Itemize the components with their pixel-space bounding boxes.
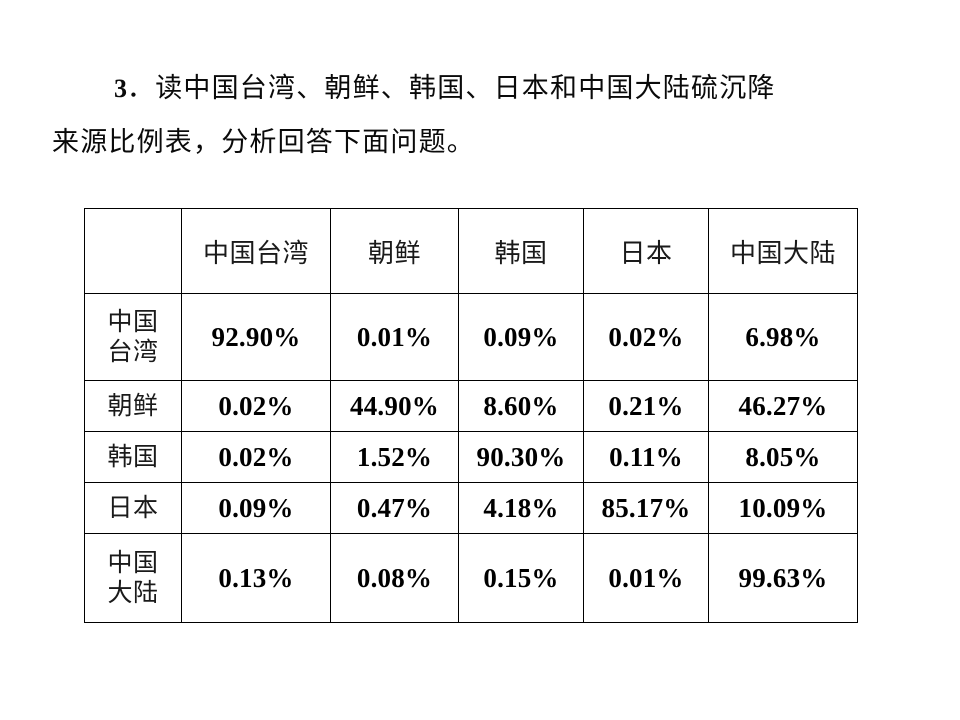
column-header-south-korea: 韩国 [458,208,584,294]
cell-japan-south-korea: 4.18% [458,482,584,534]
cell-north-korea-south-korea: 8.60% [458,380,584,432]
cell-japan-japan: 85.17% [583,482,709,534]
cell-mainland-china-north-korea: 0.08% [330,533,459,623]
column-header-japan: 日本 [583,208,709,294]
table-row: 日本 0.09% 0.47% 4.18% 85.17% 10.09% [84,482,858,534]
cell-japan-north-korea: 0.47% [330,482,459,534]
table-row: 中国 大陆 0.13% 0.08% 0.15% 0.01% 99.63% [84,533,858,623]
cell-japan-taiwan: 0.09% [181,482,331,534]
cell-japan-mainland-china: 10.09% [708,482,858,534]
cell-taiwan-taiwan: 92.90% [181,293,331,381]
prose-line-1-text: ．读中国台湾、朝鲜、韩国、日本和中国大陆硫沉降 [127,73,776,104]
cell-south-korea-mainland-china: 8.05% [708,431,858,483]
row-header-north-korea: 朝鲜 [84,380,182,432]
row-header-japan: 日本 [84,482,182,534]
table-row: 朝鲜 0.02% 44.90% 8.60% 0.21% 46.27% [84,380,858,432]
column-header-taiwan: 中国台湾 [181,208,331,294]
row-header-taiwan: 中国 台湾 [84,293,182,381]
cell-north-korea-taiwan: 0.02% [181,380,331,432]
cell-taiwan-mainland-china: 6.98% [708,293,858,381]
cell-north-korea-north-korea: 44.90% [330,380,459,432]
column-header-mainland-china: 中国大陆 [708,208,858,294]
table-header-row: 中国台湾 朝鲜 韩国 日本 中国大陆 [84,208,858,294]
question-number: 3 [114,74,127,103]
column-header-north-korea: 朝鲜 [330,208,459,294]
row-header-taiwan-line2: 台湾 [107,337,159,366]
cell-south-korea-north-korea: 1.52% [330,431,459,483]
cell-mainland-china-taiwan: 0.13% [181,533,331,623]
cell-south-korea-taiwan: 0.02% [181,431,331,483]
cell-taiwan-japan: 0.02% [583,293,709,381]
cell-north-korea-mainland-china: 46.27% [708,380,858,432]
prose-line-2: 来源比例表，分析回答下面问题。 [52,127,475,158]
cell-taiwan-south-korea: 0.09% [458,293,584,381]
row-header-mainland-china: 中国 大陆 [84,533,182,623]
table-corner-cell [84,208,182,294]
cell-north-korea-japan: 0.21% [583,380,709,432]
prose-line-1: 3．读中国台湾、朝鲜、韩国、日本和中国大陆硫沉降 [52,62,912,116]
cell-mainland-china-mainland-china: 99.63% [708,533,858,623]
row-header-mainland-china-line2: 大陆 [107,578,159,607]
row-header-south-korea: 韩国 [84,431,182,483]
row-header-mainland-china-line1: 中国 [107,548,159,577]
cell-south-korea-south-korea: 90.30% [458,431,584,483]
table-row: 韩国 0.02% 1.52% 90.30% 0.11% 8.05% [84,431,858,483]
cell-taiwan-north-korea: 0.01% [330,293,459,381]
cell-south-korea-japan: 0.11% [583,431,709,483]
row-header-taiwan-line1: 中国 [107,307,159,336]
cell-mainland-china-japan: 0.01% [583,533,709,623]
cell-mainland-china-south-korea: 0.15% [458,533,584,623]
question-prose: 3．读中国台湾、朝鲜、韩国、日本和中国大陆硫沉降 来源比例表，分析回答下面问题。 [52,62,912,170]
table-row: 中国 台湾 92.90% 0.01% 0.09% 0.02% 6.98% [84,293,858,381]
sulfur-deposition-table: 中国台湾 朝鲜 韩国 日本 中国大陆 中国 台湾 92.90% 0.01% 0.0… [84,208,858,623]
